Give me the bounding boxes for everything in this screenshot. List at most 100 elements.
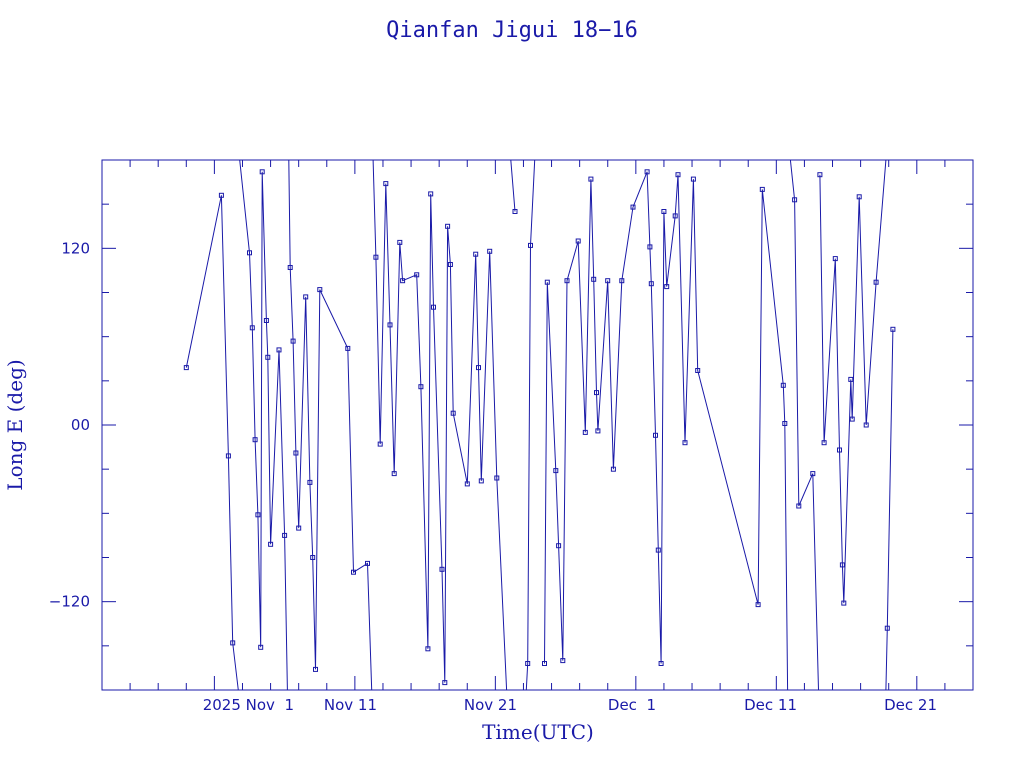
data-point: [695, 368, 701, 373]
data-point: [425, 646, 431, 652]
data-point: [884, 625, 890, 631]
data-point: [675, 172, 681, 178]
data-point: [839, 562, 845, 568]
data-point: [661, 209, 667, 214]
data-point: [564, 278, 570, 284]
data-point: [494, 475, 500, 481]
data-point: [655, 547, 661, 553]
data-point: [313, 666, 318, 672]
y-tick-label: 120: [61, 239, 90, 257]
data-point: [428, 191, 434, 197]
data-point: [821, 440, 827, 446]
series-area: [183, 160, 896, 690]
data-point: [542, 661, 547, 666]
data-point: [690, 176, 696, 182]
data-point: [544, 279, 550, 285]
data-point: [594, 390, 599, 396]
data-point: [414, 272, 420, 278]
data-point: [664, 284, 670, 290]
data-point: [487, 248, 493, 254]
data-point: [863, 422, 869, 428]
data-point: [575, 238, 581, 244]
data-point: [512, 209, 518, 214]
data-point: [293, 450, 299, 456]
data-point: [252, 437, 258, 443]
data-point: [553, 468, 559, 474]
data-point: [276, 347, 282, 353]
data-point: [317, 287, 323, 293]
data-point: [249, 325, 255, 331]
data-point: [644, 169, 650, 175]
data-point: [183, 365, 189, 371]
data-point: [810, 471, 816, 477]
data-point: [365, 560, 370, 566]
data-point: [780, 382, 786, 388]
data-point: [431, 304, 436, 310]
data-point: [397, 239, 403, 245]
data-point: [658, 661, 664, 666]
y-tick-label: −120: [49, 593, 90, 611]
chart-title: Qianfan Jigui 18−16: [386, 18, 638, 43]
data-point: [849, 416, 855, 422]
x-tick-label: Dec 21: [884, 696, 937, 714]
data-point: [442, 680, 448, 686]
data-point: [259, 169, 265, 175]
data-point: [841, 600, 847, 606]
data-point: [478, 478, 484, 484]
data-point: [630, 204, 636, 210]
data-point: [817, 172, 823, 178]
data-point: [447, 262, 453, 267]
data-point: [400, 278, 406, 284]
data-point: [796, 503, 802, 509]
data-point: [588, 176, 594, 182]
data-point: [351, 569, 356, 575]
data-point: [255, 512, 261, 518]
data-point: [282, 532, 288, 538]
data-point: [230, 640, 236, 646]
data-point: [848, 376, 854, 382]
data-point: [247, 250, 252, 256]
data-point: [418, 384, 424, 390]
data-point: [595, 428, 601, 434]
data-point: [258, 644, 264, 650]
data-point: [268, 541, 274, 547]
data-point: [225, 453, 231, 459]
data-point: [473, 251, 479, 257]
data-point: [373, 254, 379, 260]
data-point: [792, 197, 798, 203]
data-point: [464, 481, 470, 487]
data-point: [560, 658, 566, 664]
data-point: [303, 294, 309, 300]
data-point: [265, 354, 271, 360]
data-point: [782, 421, 788, 426]
data-point: [610, 466, 616, 472]
data-point: [218, 192, 224, 198]
plot-frame: [101, 159, 974, 691]
data-point: [682, 440, 688, 446]
data-point: [525, 661, 531, 666]
data-point: [672, 213, 678, 219]
data-point: [873, 279, 879, 285]
data-point: [476, 365, 481, 371]
tick-labels: −120 00 120 2025 Nov 1 Nov 11 Nov 21 Dec 1 Dec …: [49, 239, 937, 714]
data-point: [582, 429, 588, 435]
data-point: [287, 265, 293, 270]
x-tick-label: Nov 11: [324, 696, 377, 714]
x-axis-label: Time(UTC): [482, 720, 594, 744]
data-point: [832, 256, 838, 262]
data-point: [556, 543, 562, 549]
data-point: [890, 326, 896, 332]
data-point: [528, 242, 533, 248]
data-point: [290, 338, 296, 344]
data-point: [591, 276, 597, 282]
data-point: [647, 244, 653, 250]
data-point: [387, 322, 393, 328]
data-point: [648, 281, 654, 287]
data-point: [296, 525, 302, 531]
data-point: [383, 181, 389, 187]
data-point: [310, 555, 316, 560]
data-point: [391, 471, 397, 477]
x-tick-label: 2025 Nov 1: [203, 696, 294, 714]
data-point: [605, 278, 611, 284]
